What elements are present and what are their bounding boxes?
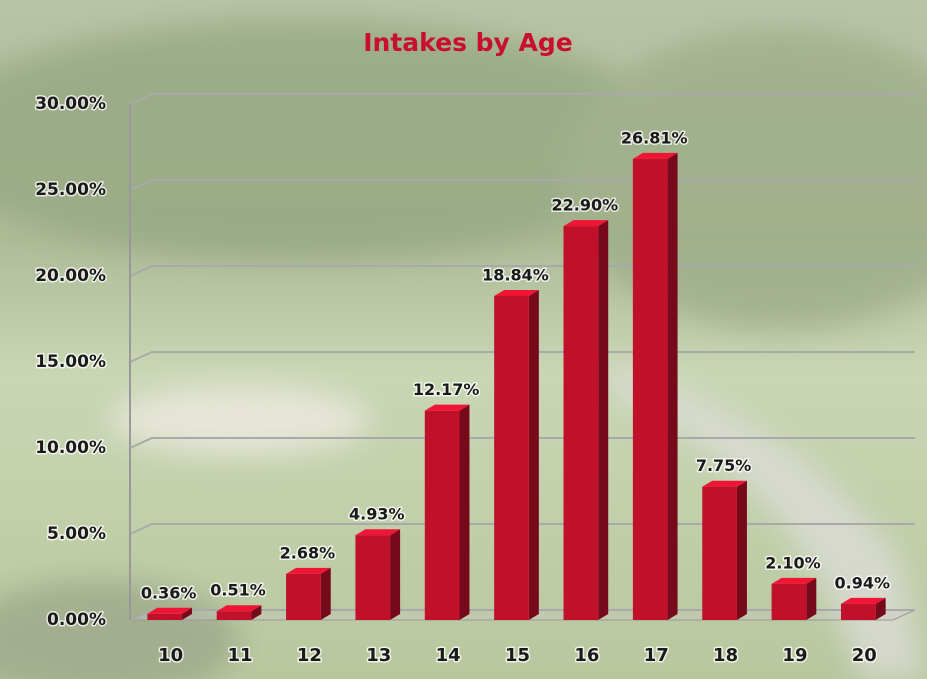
value-label: 0.51%	[210, 581, 266, 600]
value-label: 2.68%	[280, 543, 336, 562]
bar-side	[320, 567, 331, 620]
bar-top	[355, 529, 401, 536]
x-tick-label: 10	[158, 645, 183, 666]
x-tick-label: 13	[366, 645, 391, 666]
bar-side	[875, 597, 886, 620]
bar-side	[667, 152, 678, 621]
bar	[355, 535, 391, 620]
bar	[702, 486, 737, 620]
x-tick-label: 17	[644, 645, 669, 666]
x-tick-label: 18	[713, 645, 738, 666]
bar-top	[494, 289, 539, 296]
y-tick-label: 5.00%	[47, 524, 106, 544]
bar	[424, 410, 460, 620]
value-label: 18.84%	[482, 265, 549, 284]
bar-side	[598, 220, 609, 620]
bar-top	[702, 480, 747, 487]
bar-top	[216, 605, 262, 612]
y-tick-label: 20.00%	[35, 266, 106, 286]
bar	[216, 611, 252, 620]
x-tick-label: 16	[574, 645, 599, 666]
value-label: 0.36%	[141, 583, 197, 602]
x-tick-label: 12	[297, 645, 322, 666]
bar	[840, 603, 876, 620]
bar-top	[632, 152, 678, 159]
bar-side	[182, 607, 193, 620]
y-tick-label: 15.00%	[35, 352, 106, 372]
bar	[632, 158, 668, 621]
value-label: 22.90%	[552, 196, 619, 215]
x-tick-label: 11	[228, 645, 253, 666]
bar-top	[424, 404, 470, 411]
x-tick-label: 19	[782, 645, 807, 666]
bar	[286, 573, 321, 620]
y-tick-label: 30.00%	[35, 94, 106, 114]
value-label: 4.93%	[349, 505, 405, 524]
y-tick-label: 25.00%	[35, 180, 106, 200]
bar-top	[147, 607, 193, 614]
bar-side	[459, 404, 470, 620]
bar	[494, 295, 529, 620]
value-label: 2.10%	[765, 553, 821, 572]
y-tick-label: 0.00%	[47, 610, 106, 630]
bar-side	[806, 577, 817, 620]
bar-side	[736, 480, 747, 620]
bar-top	[563, 220, 609, 227]
bar-top	[771, 577, 817, 584]
y-tick-label: 10.00%	[35, 438, 106, 458]
x-tick-label: 15	[505, 645, 530, 666]
x-tick-label: 20	[852, 645, 877, 666]
bar-top	[840, 597, 886, 604]
bar-side	[528, 289, 539, 620]
value-label: 0.94%	[835, 573, 891, 592]
value-label: 7.75%	[696, 456, 752, 475]
bar	[771, 583, 807, 620]
chart-title: Intakes by Age	[363, 28, 573, 57]
bar	[563, 226, 599, 620]
bar-top	[286, 567, 331, 574]
x-tick-label: 14	[436, 645, 461, 666]
bar-side	[390, 529, 401, 620]
value-label: 12.17%	[413, 380, 480, 399]
grid-line	[129, 93, 915, 105]
bar	[147, 613, 183, 620]
value-label: 26.81%	[621, 128, 688, 147]
bar-side	[251, 605, 262, 620]
